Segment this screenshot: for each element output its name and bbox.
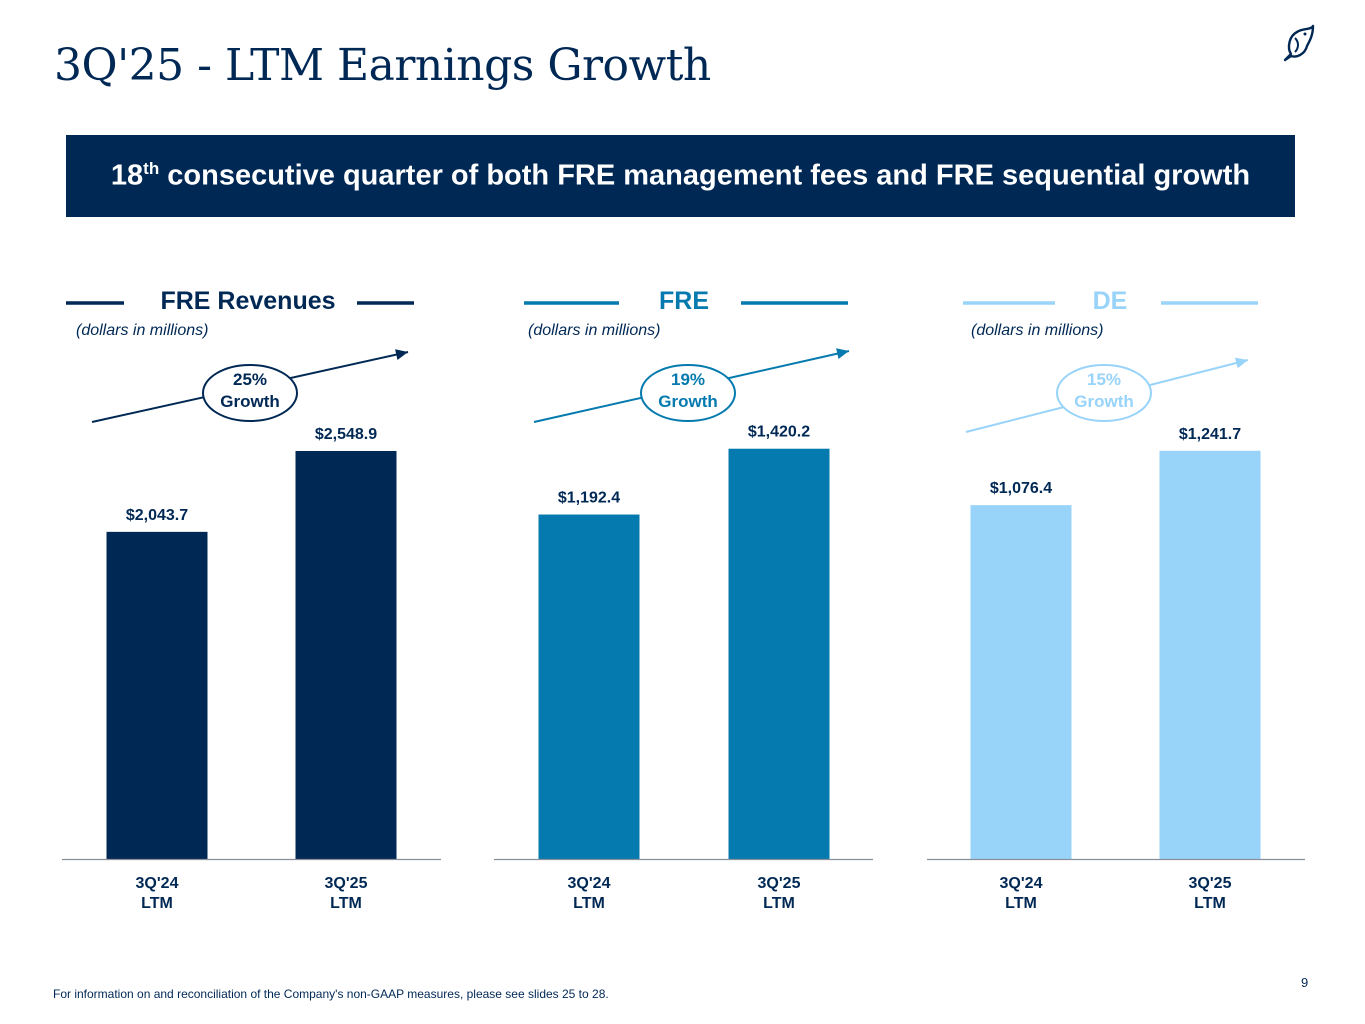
banner-text: 18th consecutive quarter of both FRE man… (111, 159, 1250, 193)
growth-badge-de (1056, 364, 1152, 422)
bar-fre-revenues (106, 531, 208, 859)
bar-fre (728, 448, 830, 859)
panel-title-fre-revenues: FRE Revenues (160, 287, 336, 315)
category-label-de: 3Q'25 (1189, 875, 1232, 892)
bird-logo-icon (1283, 24, 1315, 62)
category-label-fre-revenues: LTM (330, 895, 362, 912)
unit-note-fre-revenues: (dollars in millions) (76, 322, 209, 339)
value-label-fre: $1,192.4 (558, 490, 620, 507)
value-label-fre-revenues: $2,043.7 (126, 507, 188, 524)
category-label-de: LTM (1194, 895, 1226, 912)
category-label-de: LTM (1005, 895, 1037, 912)
bar-fre (538, 514, 640, 859)
bar-de (970, 505, 1072, 859)
page-number: 9 (1301, 975, 1309, 990)
growth-label-line-fre-revenues: Growth (220, 392, 280, 411)
panel-title-de: DE (1092, 287, 1128, 315)
growth-label-line-fre: Growth (658, 392, 718, 411)
panel-title-fre: FRE (659, 287, 709, 315)
growth-arrowhead-fre (836, 348, 849, 360)
value-label-de: $1,241.7 (1179, 426, 1241, 443)
value-label-fre-revenues: $2,548.9 (315, 426, 377, 443)
banner-body: consecutive quarter of both FRE manageme… (159, 159, 1251, 192)
banner-superscript: th (143, 159, 160, 179)
growth-badge-fre-revenues (202, 364, 298, 422)
bar-de (1159, 450, 1261, 859)
growth-label-line-fre-revenues: 25% (233, 370, 267, 389)
unit-note-fre: (dollars in millions) (528, 322, 661, 339)
category-label-fre-revenues: LTM (141, 895, 173, 912)
growth-arrowhead-fre-revenues (395, 349, 408, 360)
growth-arrowhead-de (1235, 357, 1248, 369)
category-label-de: 3Q'24 (1000, 875, 1043, 892)
category-label-fre: 3Q'25 (758, 875, 801, 892)
category-label-fre: LTM (573, 895, 605, 912)
value-label-fre: $1,420.2 (748, 424, 810, 441)
category-label-fre: 3Q'24 (568, 875, 611, 892)
footnote: For information on and reconciliation of… (53, 987, 609, 1001)
unit-note-de: (dollars in millions) (971, 322, 1104, 339)
growth-label-line-fre: 19% (671, 370, 705, 389)
category-label-fre: LTM (763, 895, 795, 912)
category-label-fre-revenues: 3Q'24 (136, 875, 179, 892)
category-label-fre-revenues: 3Q'25 (325, 875, 368, 892)
bar-fre-revenues (295, 450, 397, 859)
growth-label-line-de: 15% (1087, 370, 1121, 389)
page-title: 3Q'25 - LTM Earnings Growth (54, 40, 711, 91)
growth-badge-fre (640, 364, 736, 422)
headline-banner: 18th consecutive quarter of both FRE man… (66, 135, 1295, 217)
banner-prefix: 18 (110, 159, 144, 192)
growth-label-line-de: Growth (1074, 392, 1134, 411)
value-label-de: $1,076.4 (990, 480, 1052, 497)
